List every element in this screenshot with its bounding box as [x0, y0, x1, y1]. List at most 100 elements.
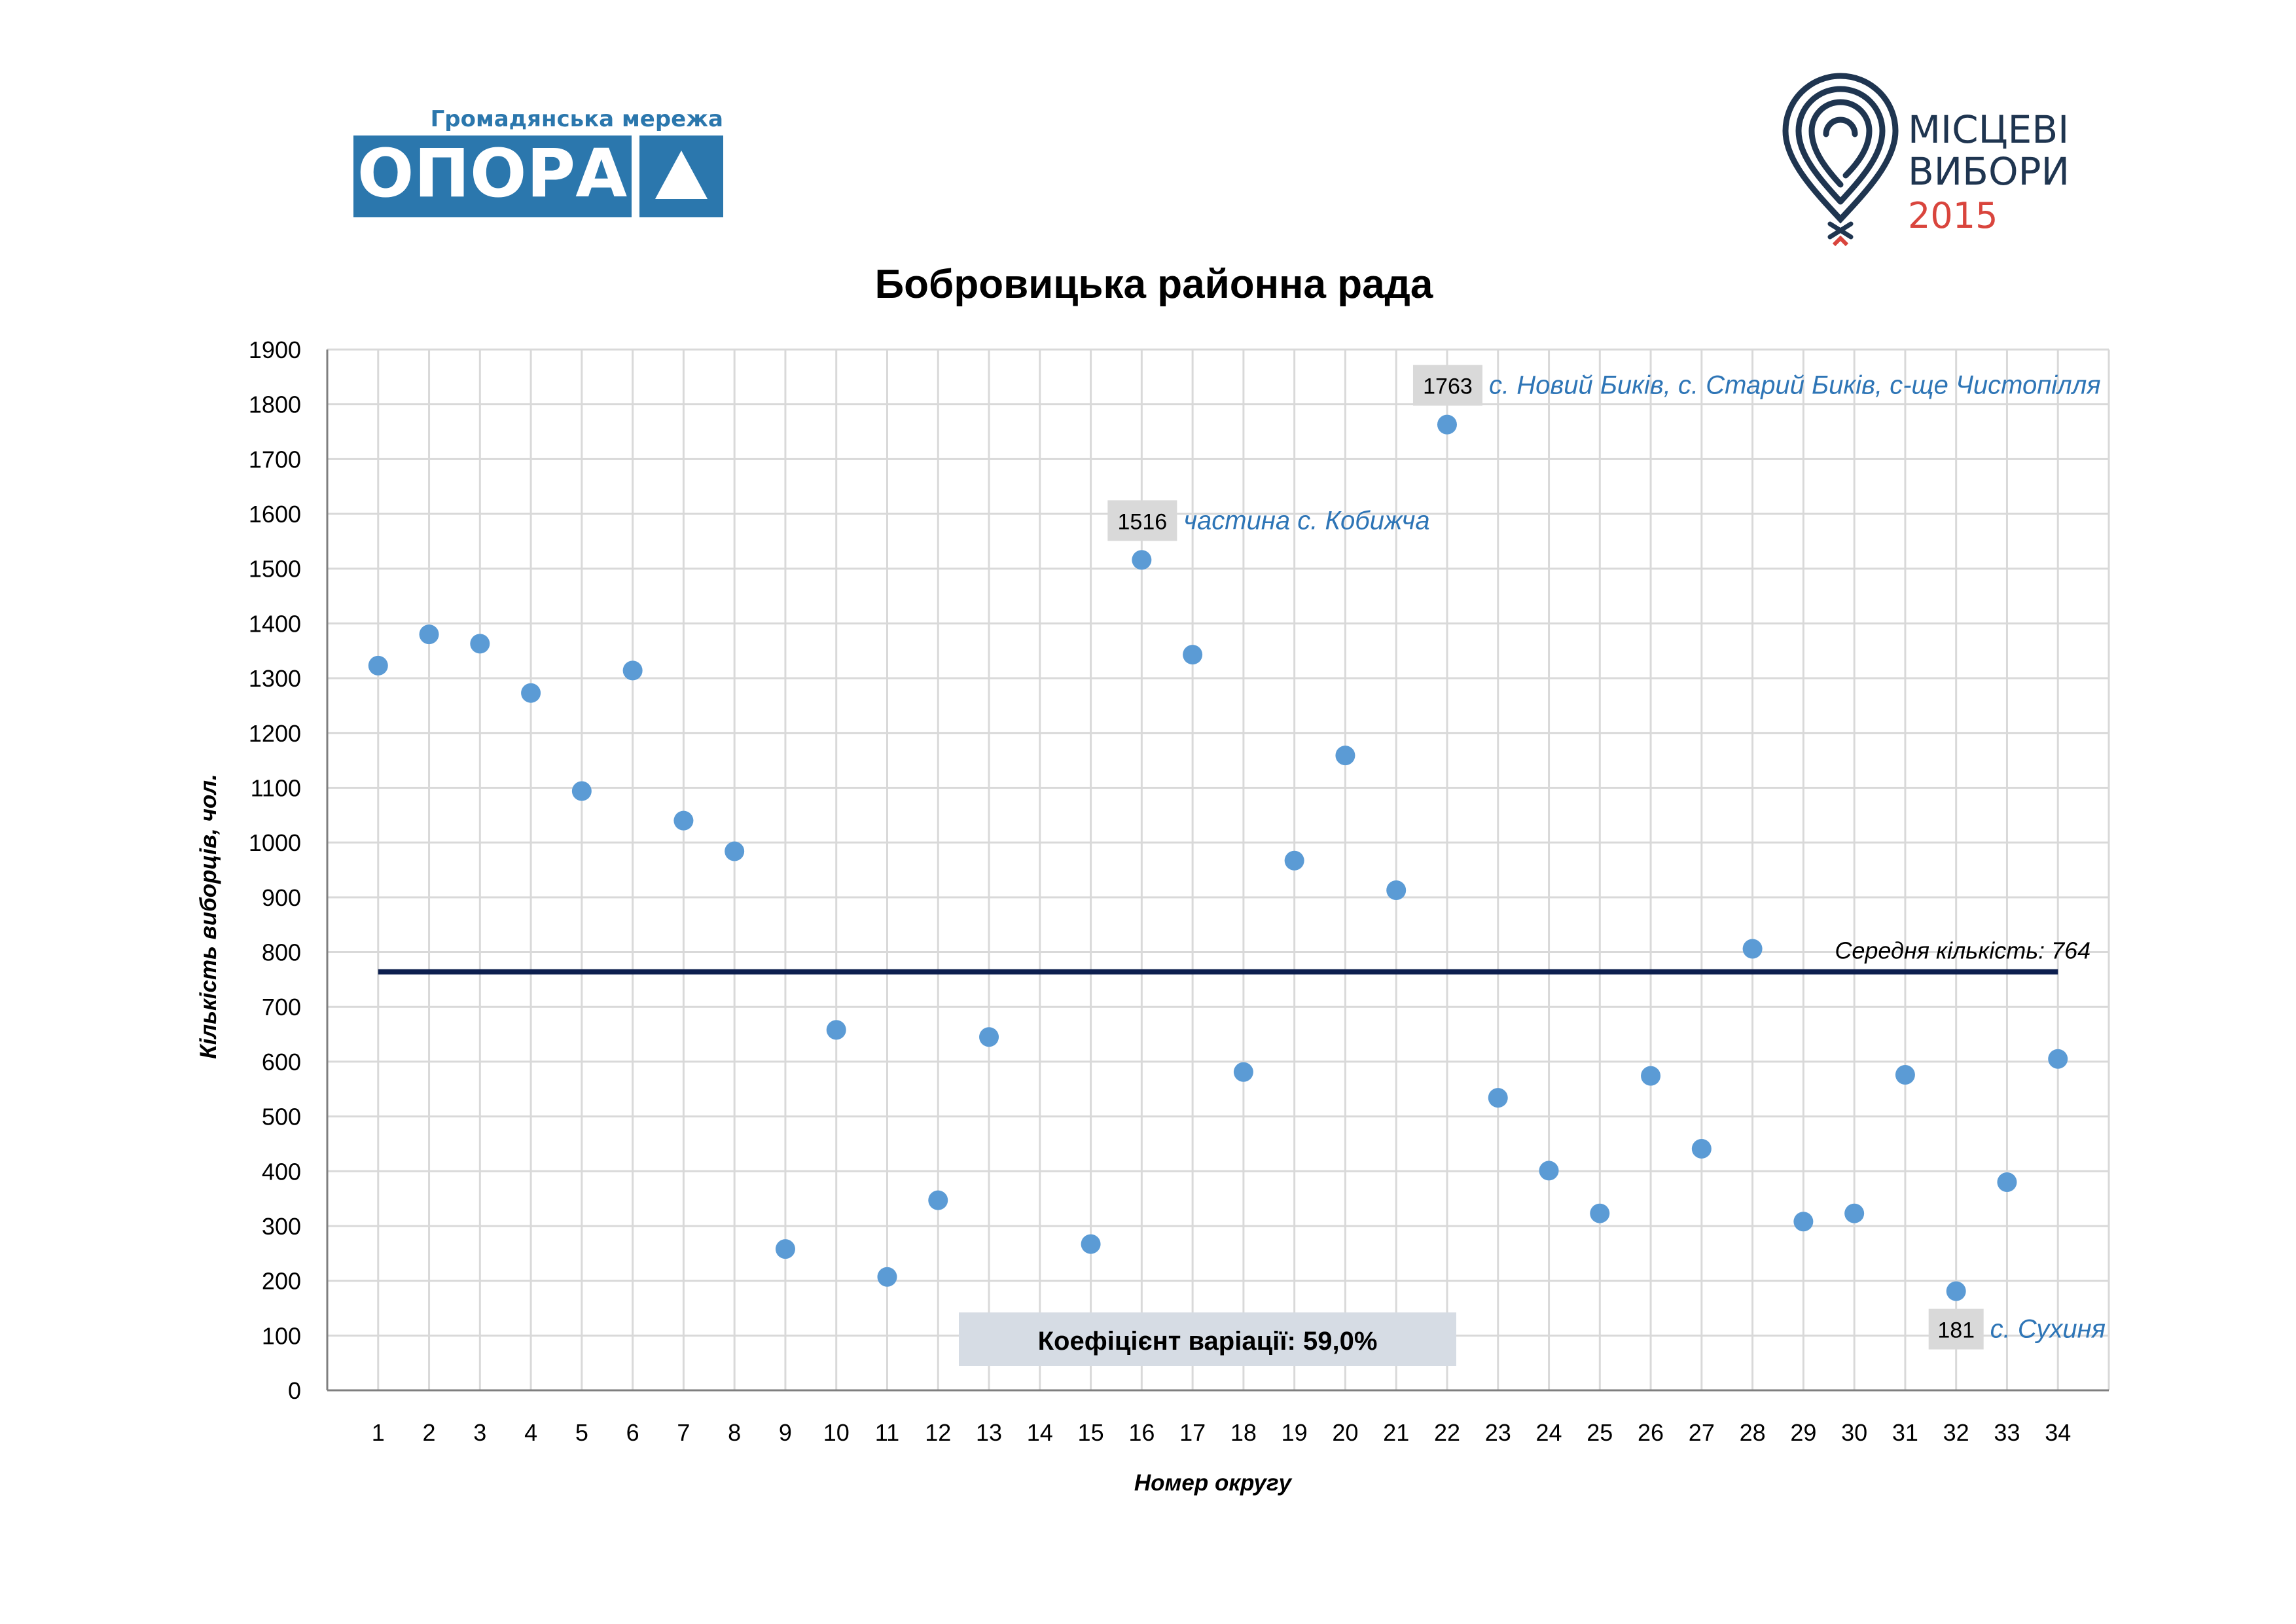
data-point — [1284, 850, 1304, 871]
y-tick-label: 1600 — [249, 501, 301, 528]
triangle-icon — [655, 151, 708, 199]
x-tick-label: 15 — [1078, 1419, 1104, 1446]
y-tick-label: 1500 — [249, 556, 301, 583]
chart-title: Бобровицька районна рада — [875, 262, 1433, 307]
annotations: 1763 с. Новий Биків, с. Старий Биків, с-щ… — [1107, 365, 2106, 1350]
y-tick-label: 400 — [262, 1158, 301, 1185]
map-pin-icon — [1782, 73, 1899, 240]
data-point — [1488, 1088, 1508, 1108]
data-point — [1539, 1161, 1559, 1181]
y-tick-label: 1100 — [251, 774, 301, 801]
x-tick-label: 3 — [473, 1419, 486, 1446]
x-tick-label: 20 — [1332, 1419, 1358, 1446]
elections-year: 2015 — [1908, 195, 1998, 236]
data-point — [1590, 1203, 1610, 1223]
variation-box-label: Коефіцієнт варіації: 59,0% — [1038, 1327, 1378, 1356]
y-tick-label: 1400 — [249, 610, 301, 637]
data-point — [826, 1020, 846, 1040]
x-axis-ticks: 1 2 3 4 5 6 7 8 9 10 11 12 13 14 15 16 17 18 19 20 21 22 23 24 2… — [372, 1419, 2071, 1446]
x-tick-label: 31 — [1892, 1419, 1918, 1446]
data-point — [1386, 880, 1407, 900]
annotation-value: 1763 — [1423, 374, 1473, 399]
annotation-value: 1516 — [1118, 509, 1168, 534]
data-point — [928, 1190, 948, 1210]
data-point — [775, 1239, 795, 1259]
y-tick-label: 1300 — [249, 665, 301, 692]
data-point — [368, 655, 388, 676]
x-tick-label: 18 — [1230, 1419, 1257, 1446]
annotation-value-box — [1107, 500, 1177, 541]
data-point — [470, 634, 490, 654]
x-tick-label: 33 — [1994, 1419, 2020, 1446]
data-point — [1946, 1281, 1966, 1301]
y-tick-label: 200 — [262, 1268, 301, 1295]
data-point — [877, 1267, 897, 1287]
data-point — [622, 660, 643, 681]
annotation-value: 181 — [1937, 1318, 1975, 1343]
y-tick-label: 100 — [262, 1322, 301, 1349]
y-tick-label: 600 — [262, 1049, 301, 1075]
data-point — [1997, 1172, 2017, 1192]
x-tick-label: 21 — [1383, 1419, 1409, 1446]
x-tick-label: 19 — [1282, 1419, 1308, 1446]
data-point — [1844, 1203, 1865, 1223]
x-tick-label: 24 — [1535, 1419, 1562, 1446]
data-point — [1793, 1212, 1814, 1232]
data-point — [725, 841, 745, 861]
chevron-up-icon — [1832, 235, 1849, 247]
annotation-value-box — [1412, 365, 1482, 406]
x-tick-label: 8 — [728, 1419, 741, 1446]
y-tick-label: 1000 — [249, 829, 301, 856]
x-tick-label: 14 — [1027, 1419, 1053, 1446]
elections-logo: МІСЦЕВІ ВИБОРИ 2015 — [1782, 73, 2070, 247]
data-point — [1183, 645, 1203, 665]
x-tick-label: 9 — [779, 1419, 792, 1446]
x-tick-label: 34 — [2045, 1419, 2071, 1446]
x-tick-label: 16 — [1128, 1419, 1155, 1446]
x-tick-label: 23 — [1485, 1419, 1511, 1446]
data-point — [419, 624, 439, 645]
data-point — [979, 1027, 999, 1047]
x-axis-label: Номер округу — [1134, 1470, 1293, 1496]
y-axis-ticks: 0 100 200 300 400 500 600 700 800 900 1000 1100 1200… — [249, 336, 301, 1404]
y-tick-label: 0 — [288, 1377, 301, 1404]
variation-box: Коефіцієнт варіації: 59,0% — [959, 1312, 1456, 1366]
y-tick-label: 300 — [262, 1213, 301, 1240]
data-point — [673, 810, 694, 831]
data-point — [2048, 1049, 2068, 1069]
x-tick-label: 10 — [823, 1419, 850, 1446]
data-point — [1335, 746, 1355, 766]
x-tick-label: 1 — [372, 1419, 385, 1446]
x-tick-label: 4 — [524, 1419, 537, 1446]
grid — [327, 348, 2110, 1390]
y-tick-label: 900 — [262, 884, 301, 911]
elections-line2: ВИБОРИ — [1908, 149, 2070, 194]
x-tick-label: 27 — [1689, 1419, 1715, 1446]
y-tick-label: 1200 — [249, 720, 301, 747]
data-point — [1691, 1138, 1712, 1159]
variation-box-background — [959, 1312, 1456, 1366]
data-point — [1641, 1066, 1661, 1086]
x-tick-label: 25 — [1587, 1419, 1613, 1446]
y-tick-label: 700 — [262, 994, 301, 1020]
x-tick-label: 12 — [925, 1419, 951, 1446]
opora-name-box — [353, 135, 632, 217]
annotation-text: с. Сухиня — [1990, 1315, 2106, 1344]
data-point — [1081, 1234, 1101, 1254]
data-point — [1437, 414, 1457, 435]
opora-tagline: Громадянська мережа — [431, 106, 723, 132]
y-tick-label: 1800 — [249, 391, 301, 418]
mean-line-group: Середня кількість: 764 — [378, 937, 2090, 975]
data-points — [368, 414, 2068, 1301]
mean-line-label: Середня кількість: 764 — [1835, 937, 2090, 964]
x-tick-label: 7 — [677, 1419, 690, 1446]
opora-logo: Громадянська мережа ОПОРА — [353, 106, 723, 217]
x-tick-label: 5 — [575, 1419, 588, 1446]
opora-name: ОПОРА — [357, 135, 628, 213]
y-tick-label: 1700 — [249, 446, 301, 473]
x-tick-label: 26 — [1638, 1419, 1664, 1446]
annotation-text: с. Новий Биків, с. Старий Биків, с-ще Чи… — [1489, 371, 2101, 400]
axes — [326, 350, 2109, 1392]
y-tick-label: 1900 — [249, 336, 301, 363]
data-point — [1895, 1064, 1915, 1085]
